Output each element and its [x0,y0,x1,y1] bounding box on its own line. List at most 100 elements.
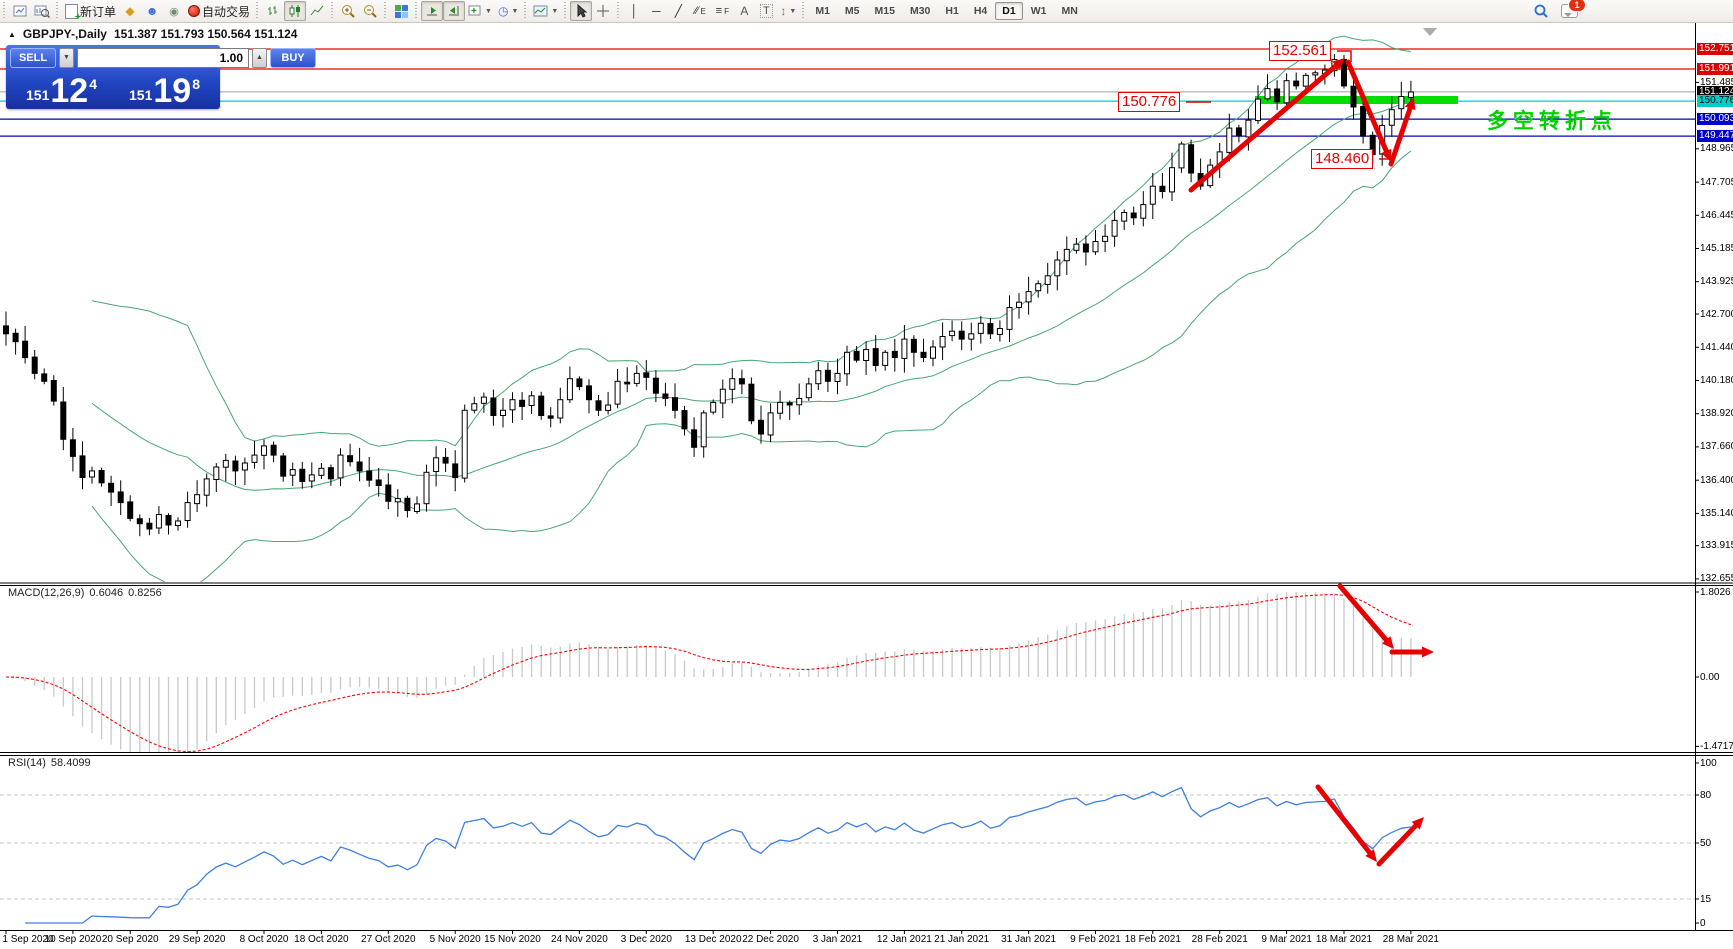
price-level-badge: 150.093 [1697,113,1733,125]
date-label: 27 Oct 2020 [361,934,416,945]
date-label: 20 Sep 2020 [101,934,159,945]
date-label: 8 Oct 2020 [239,934,289,945]
chart-shift-marker[interactable] [1423,28,1437,36]
buy-button[interactable]: BUY [270,48,316,68]
toolbar-grip [801,2,807,20]
volume-input[interactable] [77,48,249,68]
sell-price-prefix: 151 [26,87,50,103]
chart-shift-icon[interactable] [443,1,466,21]
search-icon[interactable] [1530,1,1552,21]
crosshair-icon[interactable] [592,1,614,21]
new-order-icon: + [65,3,81,22]
new-order-button[interactable]: + 新订单 [62,1,119,22]
timeframe-button-M5[interactable]: M5 [838,2,867,20]
price-tick: 148.965 [1700,143,1733,154]
price-level-badge: 151.991 [1697,63,1733,75]
volume-decrease-button[interactable]: ▼ [59,48,74,68]
community-icon[interactable]: ☻ [141,1,163,21]
price-tick: 151.485 [1700,77,1733,88]
market-icon[interactable]: ◆ [119,1,141,21]
periods-icon[interactable]: ◷ ▼ [495,1,521,21]
vertical-line-icon[interactable]: │ [623,1,645,21]
bar-chart-icon[interactable] [262,1,284,21]
date-label: 15 Nov 2020 [484,934,541,945]
sell-button[interactable]: SELL [10,48,56,68]
line-chart-icon[interactable] [306,1,328,21]
buy-price[interactable]: 151 19 8 [113,70,216,108]
price-level-badge: 149.447 [1697,130,1733,142]
rsi-axis-tick: 15 [1700,894,1712,905]
fibonacci-icon[interactable]: ≡ F [711,1,733,21]
date-label: 24 Nov 2020 [551,934,608,945]
date-label: 22 Dec 2020 [742,934,799,945]
annotation-price-label: 150.776 [1118,92,1181,112]
notifications-icon[interactable]: 1 [1558,0,1586,21]
autotrading-button[interactable]: 自动交易 [185,1,253,21]
toolbar-grip [2,2,7,20]
macd-indicator-label: MACD(12,26,9) 0.6046 0.8256 [8,587,162,599]
date-label: 31 Jan 2021 [1001,934,1057,945]
arrows-icon[interactable]: ↕ ▼ [777,1,799,21]
trendline-icon[interactable]: ╱ [667,1,689,21]
timeframe-button-D1[interactable]: D1 [995,2,1023,20]
cursor-icon[interactable] [570,1,593,21]
price-tick: 132.655 [1700,573,1733,584]
collapse-icon[interactable]: ▲ [8,29,16,39]
price-axis[interactable]: 151.485 148.965 147.705 146.445 145.185 143.9… [1697,22,1733,930]
symbol-title: GBPJPY-,Daily [22,27,107,41]
zoom-out-icon[interactable] [359,1,381,21]
price-tick: 140.180 [1700,375,1733,386]
indicators-icon[interactable]: + ▼ [465,1,495,21]
date-label: 21 Jan 2021 [934,934,990,945]
toolbar-grip [616,2,622,20]
svg-text:+: + [471,6,477,17]
new-order-label: 新订单 [80,4,117,19]
volume-increase-button[interactable]: ▲ [252,48,267,68]
timeframe-group: M1 M5 M15 M30 H1 H4 D1 W1 MN [808,2,1084,20]
equidistant-channel-icon[interactable]: ∕∕ E [689,1,711,21]
templates-icon[interactable]: ▼ [530,1,561,21]
toolbar-right: 1 [1530,0,1586,22]
toolbar-grip [330,2,336,20]
new-chart-icon[interactable] [9,1,31,21]
sell-price-main: 12 [50,72,89,110]
symbol-ohlc: 151.387 151.793 150.564 151.124 [113,27,298,41]
signals-icon[interactable]: ◉ [163,1,185,21]
date-label: 13 Dec 2020 [684,934,742,945]
toolbar-grip [383,2,389,20]
toolbar-grip [523,2,529,20]
zoom-in-icon[interactable] [337,1,359,21]
timeframe-button-MN[interactable]: MN [1054,2,1084,20]
rsi-indicator-label: RSI(14) 58.4099 [8,757,91,769]
price-tick: 137.660 [1700,441,1733,452]
horizontal-line-icon[interactable]: ─ [645,1,667,21]
timeframe-button-M1[interactable]: M1 [808,2,837,20]
timeframe-button-H1[interactable]: H1 [938,2,965,20]
toolbar-grip [255,2,261,20]
sell-price[interactable]: 151 12 4 [10,70,113,108]
timeframe-button-M30[interactable]: M30 [903,2,937,20]
text-icon[interactable]: A [733,1,755,21]
timeframe-button-W1[interactable]: W1 [1024,2,1054,20]
macd-axis-tick: -1.4717 [1700,741,1733,752]
timeframe-button-H4[interactable]: H4 [967,2,994,20]
timeframe-button-M15[interactable]: M15 [868,2,902,20]
autotrading-status-icon [188,5,201,17]
date-axis[interactable]: 1 Sep 2020 10 Sep 2020 20 Sep 2020 29 Sep 2… [0,933,1695,949]
auto-scroll-icon[interactable] [421,1,444,21]
rsi-axis-tick: 0 [1700,918,1706,929]
tile-windows-icon[interactable] [390,1,412,21]
price-tick: 142.700 [1700,309,1733,320]
buy-price-main: 19 [153,72,192,110]
text-label-icon[interactable]: T [755,1,777,21]
annotation-price-label: 148.460 [1311,149,1374,169]
date-label: 12 Jan 2021 [876,934,932,945]
price-tick: 133.915 [1700,540,1733,551]
candlestick-chart-icon[interactable] [284,1,307,21]
profiles-icon[interactable] [31,1,53,21]
date-label: 3 Jan 2021 [812,934,863,945]
toolbar-grip [563,2,569,20]
price-tick: 135.140 [1700,508,1733,519]
date-label: 29 Sep 2020 [168,934,226,945]
